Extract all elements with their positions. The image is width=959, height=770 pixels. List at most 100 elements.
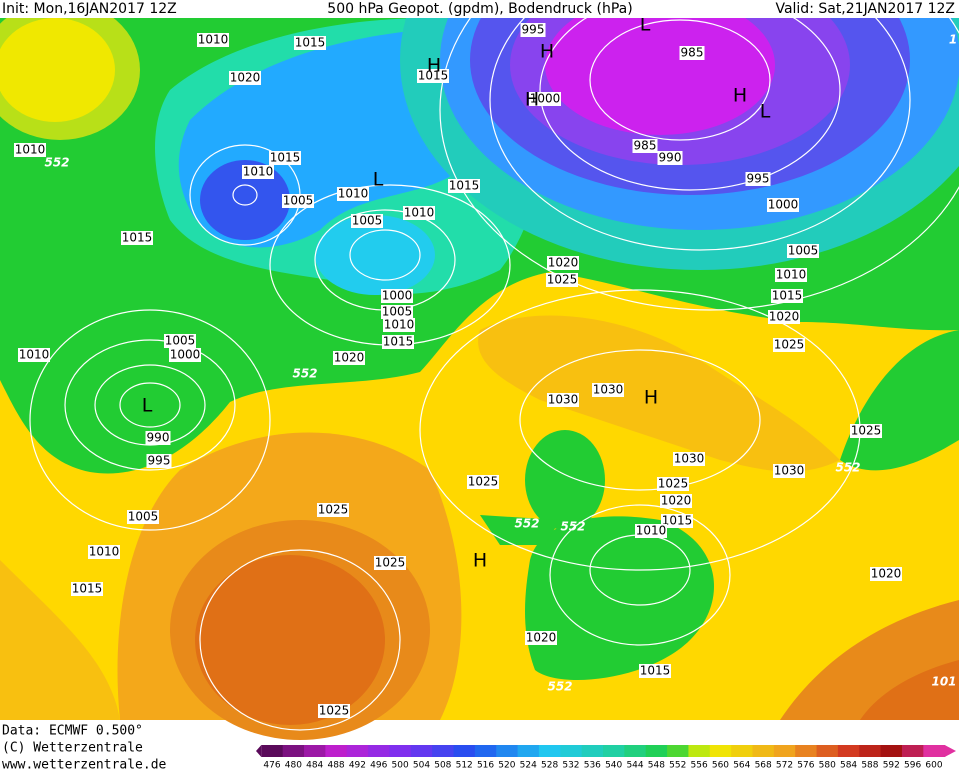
isobar [29,309,271,531]
colorbar-cell [474,745,497,757]
colorbar-label: 504 [413,761,430,770]
isobar-label-box [381,289,413,303]
isobar-label: 1010 [243,165,274,179]
isobar-label: 1015 [383,335,414,349]
pressure-center: L [760,101,771,123]
isobar-label-box [525,631,557,645]
isobar-label-box [657,151,683,165]
colorbar-cell [410,745,433,757]
colorbar-label: 580 [819,761,836,770]
isobar-label: 1020 [230,71,261,85]
pressure-center: L [640,14,651,36]
isobar-label: 1025 [547,273,578,287]
isobar-label-box [318,704,350,718]
colorbar-cell [752,745,775,757]
isobar-label: 1015 [662,514,693,528]
isobar-label: 552 [835,461,860,475]
isobar-label: 1000 [768,198,799,212]
colorbar-label: 480 [285,761,302,770]
colorbar-cell [731,745,753,757]
isobar-label: 1015 [418,69,449,83]
valid-time: Valid: Sat,21JAN2017 12Z [775,1,955,17]
colorbar-cell [261,745,284,757]
isobar-label-box [547,256,579,270]
isobar-label: 1015 [640,664,671,678]
isobar [199,549,401,731]
isobar-label-box [767,198,799,212]
colorbar-cell [517,745,540,757]
isobar-label-box [18,348,50,362]
isobar [64,339,236,471]
data-source: Data: ECMWF 0.500° [2,724,143,739]
isobar-label: 1015 [122,231,153,245]
colorbar-label: 592 [883,761,900,770]
isobar-label-box [197,33,229,47]
isobar-label: 1020 [548,256,579,270]
colorbar-label: 560 [712,761,729,770]
colorbar-label: 548 [648,761,665,770]
isobar-label-box [242,165,274,179]
isobar-label-box [661,514,693,528]
colorbar-cell [282,745,305,757]
isobar-label: 995 [522,23,545,37]
isobar-label-box [146,454,172,468]
isobar [349,229,421,281]
isobar-label-box [679,46,705,60]
colorbar-label: 488 [327,761,344,770]
colorbar-cell [923,745,946,757]
init-time: Init: Mon,16JAN2017 12Z [2,1,177,17]
isobar-label-box [639,664,671,678]
isobar [519,349,761,491]
colorbar-cell [368,745,390,757]
isobar-label-box [127,510,159,524]
isobar-label: 1025 [851,424,882,438]
isobar-label: 1020 [871,567,902,581]
colorbar: 476 480 484 488 492 496 500 504 508 512 516 520 524 5… [256,745,956,770]
isobar-label-box [374,556,406,570]
trough-region [200,160,290,240]
colorbar-label: 572 [776,761,793,770]
colorbar-label: 476 [263,761,280,770]
colorbar-label: 596 [904,761,921,770]
isobar-label-box [632,139,658,153]
colorbar-label: 544 [626,761,643,770]
isobars [29,0,959,731]
isobar-label: 1025 [319,704,350,718]
isobar [489,0,911,251]
isobar-label-box [529,92,561,106]
isobar-label: 1015 [72,582,103,596]
isobar-label: 1010 [15,143,46,157]
isobar-label-box [635,524,667,538]
trough-region [545,0,775,135]
website: www.wetterzentrale.de [2,758,167,770]
colorbar-label: 516 [477,761,494,770]
warm-region [195,555,385,725]
isobar-label: 1030 [674,452,705,466]
isobar-label: 1000 [382,289,413,303]
colorbar-cell [901,745,924,757]
colorbar-cell [538,745,561,757]
isobar-label-box [673,452,705,466]
isobar-label: 1005 [352,214,383,228]
isobar-label-box [337,187,369,201]
isobar-label-box [403,206,435,220]
colorbar-label: 512 [456,761,473,770]
colorbar-label: 552 [669,761,686,770]
colorbar-label: 568 [755,761,772,770]
isobar-label: 1000 [170,348,201,362]
colorbar-cell [624,745,647,757]
isobar-label-box [773,464,805,478]
pressure-center: H [540,41,554,63]
isobar-label: 552 [560,520,585,534]
isobar-label-box [448,179,480,193]
isobar-label-box [294,36,326,50]
colorbar-cell [816,745,839,757]
isobar-label-box [768,310,800,324]
isobar-label: 101 [931,675,956,689]
isobar-label-box [269,151,301,165]
copyright: (C) Wetterzentrale [2,741,143,756]
isobar-label: 1005 [128,510,159,524]
colorbar-cell [325,745,348,757]
warm-region [0,560,120,720]
isobar-label: 1020 [661,494,692,508]
